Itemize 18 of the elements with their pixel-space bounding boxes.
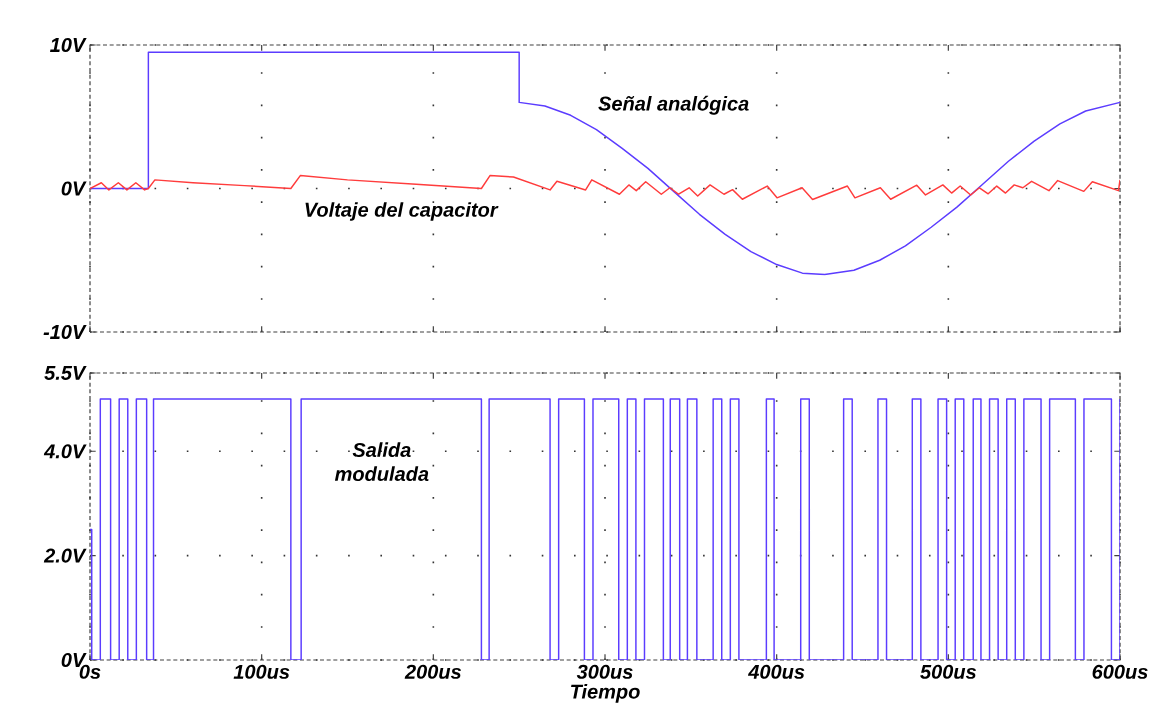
x-axis-title: Tiempo bbox=[571, 684, 640, 703]
series-label: Voltaje del capacitor bbox=[305, 202, 499, 221]
series-label: Salida modulada bbox=[334, 442, 429, 482]
line-series bbox=[90, 174, 1121, 201]
y-tick-label: 4.0V bbox=[43, 444, 87, 459]
series-label: Señal analógica bbox=[598, 95, 749, 115]
y-tick-label: 2.0V bbox=[43, 548, 87, 563]
line-series bbox=[90, 51, 1121, 276]
x-tick-label: 400us bbox=[747, 664, 805, 679]
x-tick-label: 100us bbox=[233, 664, 290, 679]
y-tick-label: -10V bbox=[43, 324, 87, 340]
x-tick-label: 500us bbox=[920, 664, 976, 679]
y-tick-label: 0V bbox=[61, 181, 87, 196]
y-tick-label: 10V bbox=[50, 37, 87, 53]
x-tick-label: 600us bbox=[1092, 664, 1148, 679]
x-tick-label: 300us bbox=[576, 664, 633, 679]
y-tick-label: 5.5V bbox=[44, 366, 87, 380]
x-tick-label: 200us bbox=[404, 664, 461, 679]
